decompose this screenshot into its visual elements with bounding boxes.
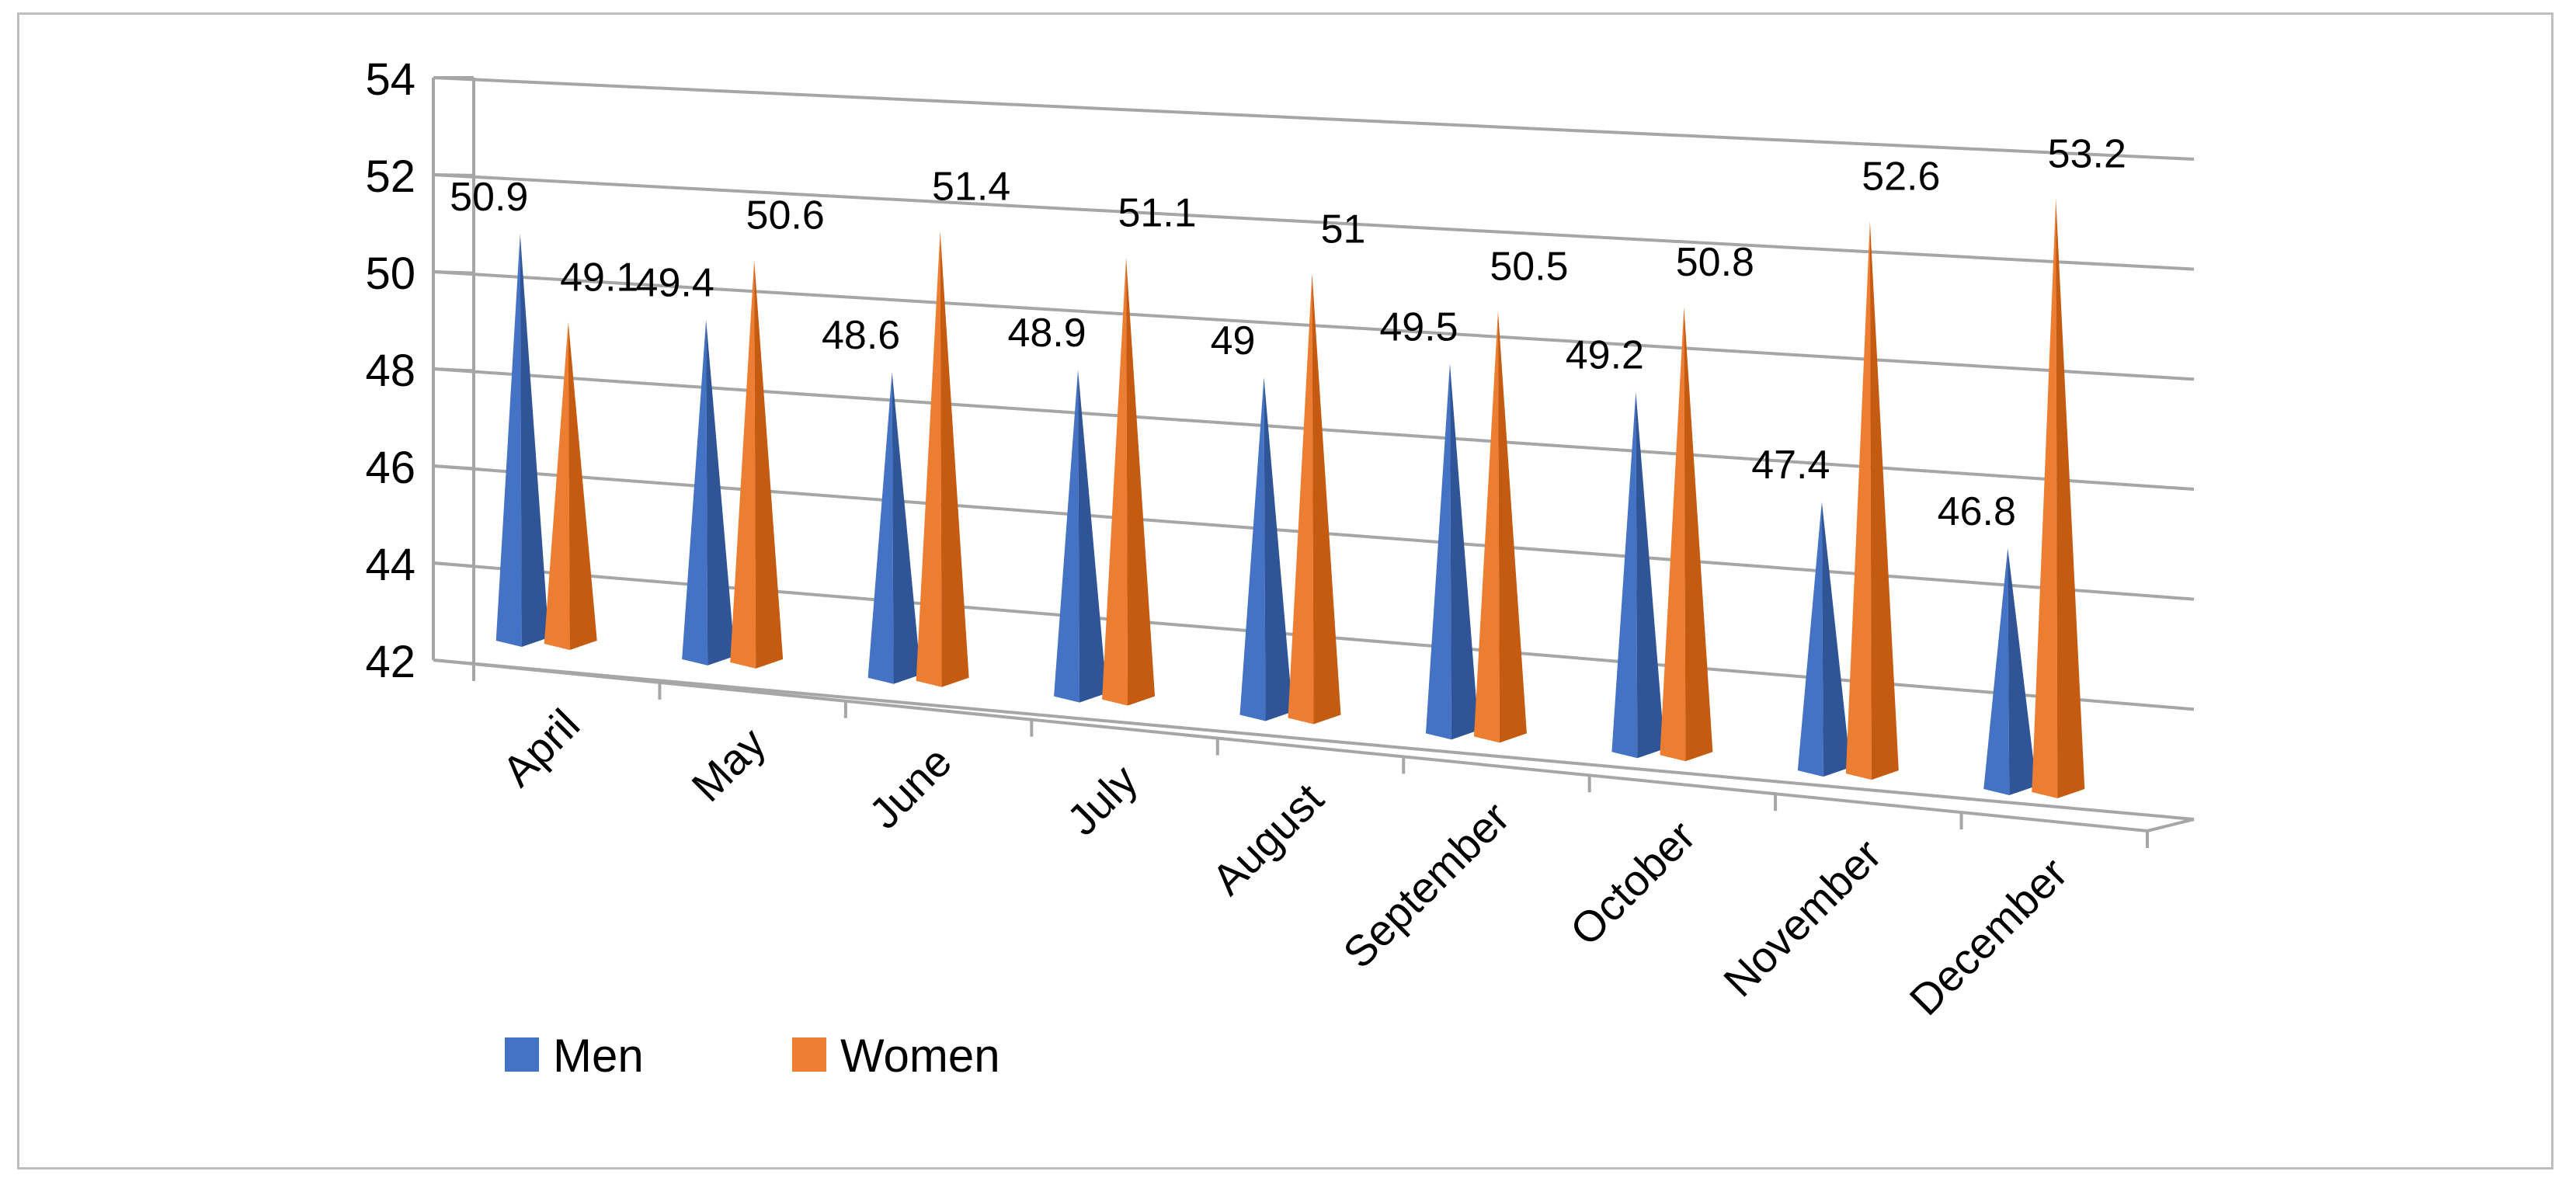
data-label: 49.2 [1566,333,1644,378]
side-gridline [433,464,475,471]
cone-men-december [1983,547,2010,796]
cone-women-november [1845,221,1872,780]
x-tick-label: October [1560,811,1704,954]
data-label: 50.5 [1490,245,1568,290]
cone-shade-men-october [1636,391,1665,759]
chart-frame [17,12,2553,1169]
y-tick-label: 42 [365,637,415,687]
cone-women-april [544,321,570,650]
cone-women-september [1473,311,1500,743]
cone-men-october [1611,391,1638,759]
y-tick-label: 46 [365,443,415,493]
axes: 42 44 46 48 50 52 54 April May June July August Sept… [365,54,2195,1024]
cone-shade-women-december [2056,198,2085,799]
cone-men-july [1054,370,1080,703]
y-tick-label: 52 [365,151,415,202]
cone-women-december [2032,198,2058,799]
side-gridline [433,659,475,666]
cone-shade-women-may [754,259,784,669]
cone-shade-women-april [568,321,597,650]
cone-men-september [1425,363,1451,740]
cone-shade-women-november [1869,221,1899,780]
cone-women-may [730,259,756,669]
data-label: 51 [1321,207,1366,252]
data-label: 49.5 [1379,304,1458,349]
x-tick-label: July [1058,756,1147,845]
cone-shade-men-june [892,372,921,684]
y-tick-label: 48 [365,346,415,396]
legend-label-women: Women [840,1030,1000,1082]
cone-shade-men-july [1078,370,1107,703]
x-tick-label: December [1900,848,2077,1024]
data-label: 48.6 [822,313,900,358]
cone-men-june [867,372,894,684]
side-gridline [433,270,475,275]
data-label: 49 [1211,318,1256,363]
data-label: 52.6 [1862,155,1940,200]
data-label: 49.4 [636,260,714,305]
legend: Men Women [505,1030,1000,1082]
gridline [433,76,2195,161]
cone-women-july [1102,257,1128,706]
gridline [433,173,2195,271]
cone-shade-men-september [1449,363,1479,740]
data-label: 51.1 [1118,190,1196,235]
cone-men-august [1239,377,1266,721]
cone-shade-men-may [706,319,735,666]
cone-men-november [1797,501,1823,777]
cone-men-may [682,319,708,666]
cone-shade-women-october [1684,307,1713,762]
cone-shade-women-july [1126,257,1156,706]
legend-swatch-men [505,1037,539,1072]
data-label: 51.4 [932,165,1010,210]
gridline [433,659,2195,821]
cone-shade-men-november [1821,501,1851,777]
cone-women-august [1288,273,1314,725]
x-tick-label: June [860,737,961,838]
x-tick-label: November [1714,829,1890,1006]
side-gridline [433,367,475,373]
data-label: 50.6 [746,193,825,238]
data-label: 49.1 [560,255,638,300]
data-label: 50.8 [1676,240,1754,285]
cone-shade-women-august [1312,273,1341,725]
y-tick-label: 54 [365,54,415,105]
x-tick-label: September [1333,792,1518,977]
y-tick-label: 50 [365,248,415,299]
data-labels: 50.9 49.149.4 50.6 48.6 51.4 48.9 51.1 49 51 49.5… [450,131,2126,533]
side-gridline [433,173,475,177]
cone-shade-women-june [940,231,969,687]
cones [495,198,2085,799]
cone-shade-men-august [1264,377,1293,721]
floor-right-edge [2147,818,2195,832]
data-label: 50.9 [450,175,528,220]
legend-swatch-women [792,1037,826,1072]
y-tick-label: 44 [365,540,415,590]
legend-label-men: Men [553,1030,644,1082]
x-tick-label: April [492,700,589,796]
cone-shade-men-december [2008,547,2037,796]
x-axis-line [473,662,2148,832]
cone-shade-women-september [1497,311,1527,743]
cone-women-june [916,231,942,687]
data-label: 53.2 [2048,131,2126,176]
x-tick-label: May [682,718,774,811]
cone-women-october [1660,307,1686,762]
x-tick-label: August [1202,773,1333,904]
cone-shade-men-april [520,234,549,647]
side-gridline [433,561,475,568]
data-label: 47.4 [1751,443,1830,488]
cone-men-april [495,234,522,647]
data-label: 48.9 [1007,311,1086,356]
data-label: 46.8 [1938,489,2016,534]
